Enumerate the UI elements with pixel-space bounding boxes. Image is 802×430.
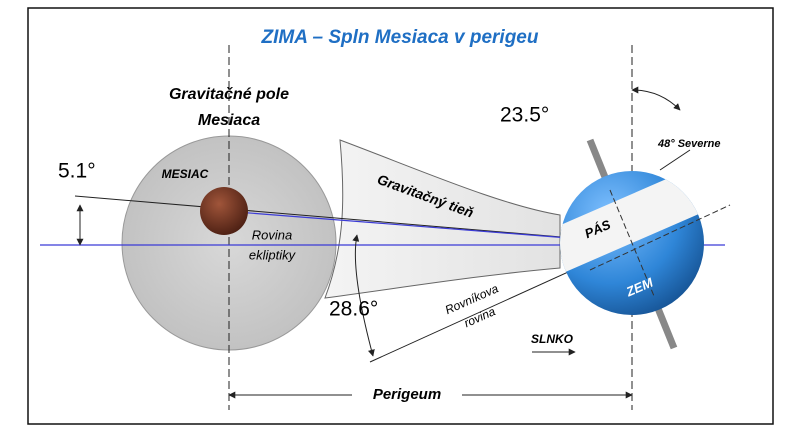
- moon: [200, 187, 248, 235]
- shadow-cone: [324, 139, 561, 299]
- axis-tilt-label: 23.5°: [500, 104, 549, 127]
- moon-field-label: Gravitačné pole: [169, 86, 289, 103]
- axis-tilt-arrow: [631, 86, 681, 111]
- equator-dash: [589, 204, 731, 271]
- ecliptic-label: Rovina: [252, 227, 292, 242]
- angle-arrow: [352, 234, 375, 357]
- angle-label: 28.6°: [329, 298, 378, 321]
- moon-field-label: Mesiaca: [198, 112, 260, 129]
- tilt-label: 5.1°: [58, 160, 96, 183]
- sun-label: SLNKO: [531, 332, 574, 346]
- belt: [560, 171, 704, 280]
- perigee-label: Perigeum: [373, 386, 441, 403]
- latitude-leader: [659, 149, 691, 171]
- moon-label: MESIAC: [162, 167, 209, 181]
- latitude-label: 48° Severne: [657, 138, 721, 150]
- title: ZIMA – Spln Mesiaca v perigeu: [261, 27, 539, 48]
- earth-axis: [609, 189, 655, 297]
- ecliptic-label: ekliptiky: [249, 247, 297, 262]
